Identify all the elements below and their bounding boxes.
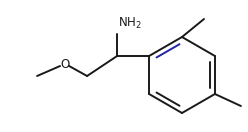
Text: NH$_2$: NH$_2$	[118, 16, 142, 31]
Text: O: O	[61, 58, 70, 70]
